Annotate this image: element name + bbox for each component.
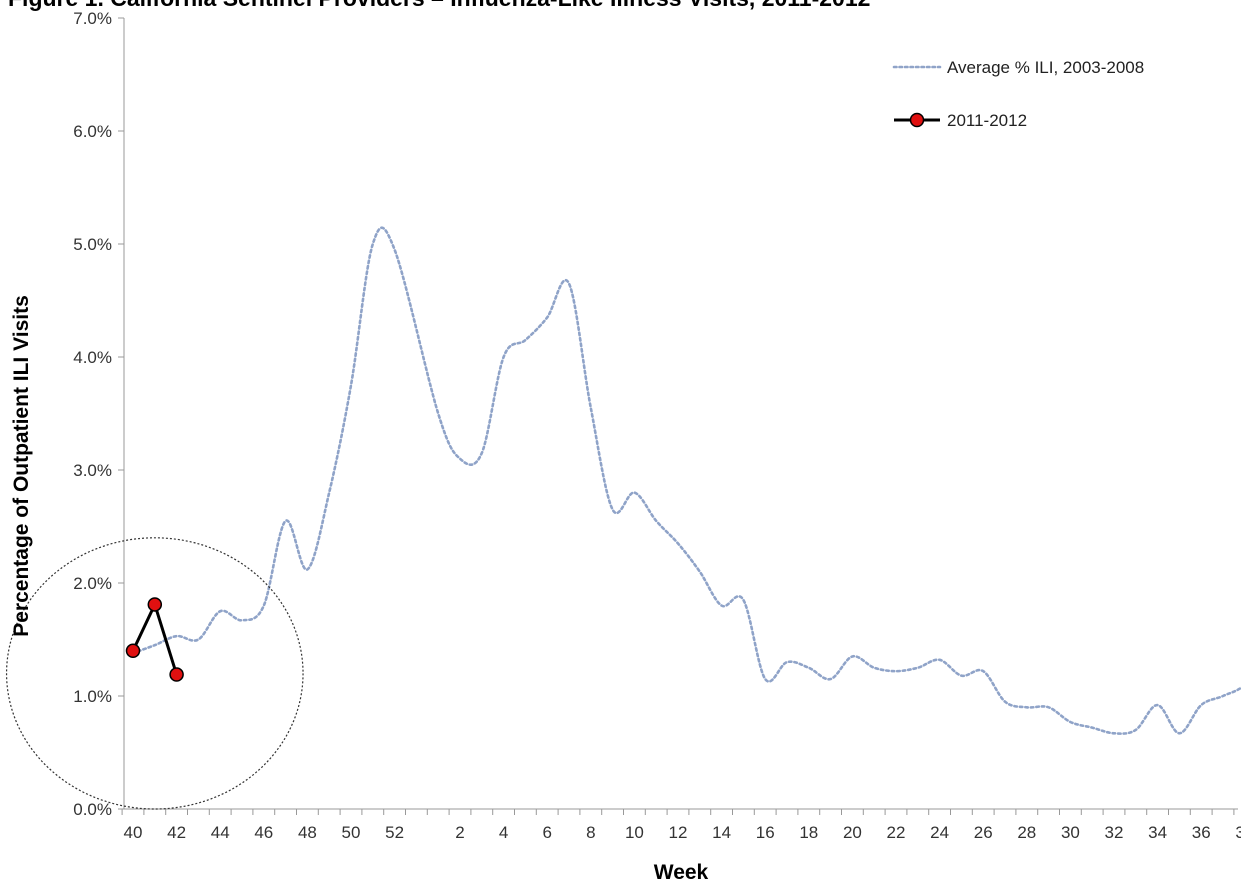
x-tick-label: 12 [669,823,688,842]
series-layer [125,226,1241,735]
x-tick-label: 46 [254,823,273,842]
x-tick-label: 48 [298,823,317,842]
x-tick-label: 10 [625,823,644,842]
x-tick-label: 20 [843,823,862,842]
series-current-point [169,667,184,682]
legend-label-average: Average % ILI, 2003-2008 [947,58,1144,77]
y-tick-label: 2.0% [73,574,112,593]
x-tick-label: 42 [167,823,186,842]
y-tick-label: 0.0% [73,800,112,819]
legend-label-current: 2011-2012 [947,111,1027,130]
legend-marker-current [909,112,925,128]
x-tick-label: 18 [799,823,818,842]
x-tick-label: 14 [712,823,731,842]
series-current-point [125,643,141,659]
series-current-line [131,600,179,675]
axes [123,18,1238,810]
highlight-circle [5,537,304,810]
x-tick-label: 40 [124,823,143,842]
y-tick-label: 3.0% [73,461,112,480]
x-tick-label: 52 [385,823,404,842]
y-tick-label: 4.0% [73,348,112,367]
x-tick-label: 30 [1061,823,1080,842]
x-tick-label: 6 [542,823,551,842]
y-tick-label: 7.0% [73,9,112,28]
x-tick-label: 38 [1235,823,1241,842]
x-tick-label: 16 [756,823,775,842]
x-tick-label: 2 [455,823,464,842]
x-tick-label: 22 [887,823,906,842]
y-tick-label: 5.0% [73,235,112,254]
x-tick-label: 26 [974,823,993,842]
x-tick-label: 32 [1105,823,1124,842]
x-tick-label: 36 [1192,823,1211,842]
annotation-layer [5,537,304,810]
x-tick-label: 24 [930,823,949,842]
x-tick-label: 28 [1017,823,1036,842]
x-tick-label: 8 [586,823,595,842]
y-axis-ticks: 0.0% 1.0% 2.0% 3.0% 4.0% 5.0% 6.0% 7.0% [73,9,124,819]
x-tick-label: 34 [1148,823,1167,842]
x-axis-ticks: 40 42 44 46 48 50 52 2 4 6 8 10 12 14 16 18 20 22 24 26 28 30… [121,809,1241,842]
x-axis-title: Week [654,861,709,884]
series-current-point [147,597,163,612]
chart-title: Figure 1. California Sentinel Providers … [8,0,870,11]
y-axis-title: Percentage of Outpatient ILI Visits [10,295,33,637]
legend: Average % ILI, 2003-2008 2011-2012 [892,58,1144,130]
y-tick-label: 1.0% [73,687,112,706]
x-tick-label: 44 [211,823,230,842]
y-tick-label: 6.0% [73,122,112,141]
x-tick-label: 50 [342,823,361,842]
x-tick-label: 4 [499,823,508,842]
series-average-line [131,226,1241,735]
